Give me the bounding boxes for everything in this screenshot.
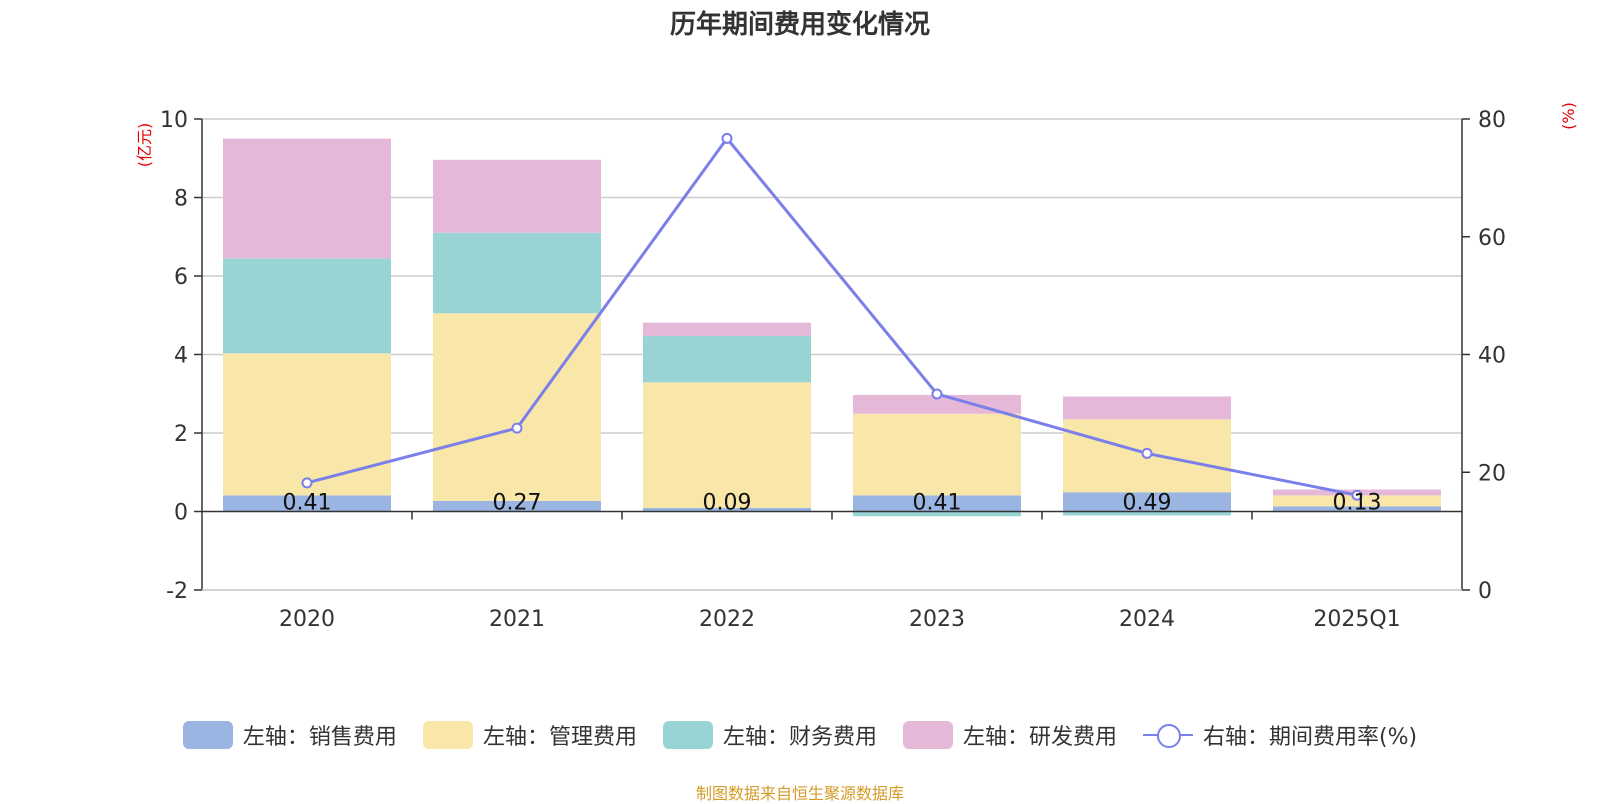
bar-1-2023 bbox=[853, 413, 1021, 496]
left-tick-label: 2 bbox=[174, 422, 188, 447]
legend-label-finance: 左轴：财务费用 bbox=[722, 725, 877, 750]
left-tick-label: 8 bbox=[174, 187, 188, 212]
bar-3-2022 bbox=[643, 322, 811, 337]
legend-item-sales[interactable]: 左轴：销售费用 bbox=[182, 719, 397, 751]
bar-1-2022 bbox=[643, 382, 811, 508]
expense-rate-point-2022 bbox=[721, 132, 733, 144]
left-tick-label: 0 bbox=[174, 501, 188, 526]
expense-rate-point-2025Q1 bbox=[1351, 489, 1363, 501]
chart-title: 历年期间费用变化情况 bbox=[669, 10, 930, 40]
left-axis-unit: (亿元) bbox=[135, 123, 154, 168]
x-tick-label: 2020 bbox=[279, 607, 335, 632]
bar-0-2022 bbox=[643, 507, 811, 512]
legend-item-rd[interactable]: 左轴：研发费用 bbox=[902, 719, 1117, 751]
bar-2-2023 bbox=[853, 511, 1021, 517]
right-tick-label: 20 bbox=[1478, 461, 1506, 486]
sales-value-label-2021: 0.27 bbox=[493, 491, 542, 516]
bar-3-2024 bbox=[1063, 396, 1231, 420]
legend-label-rd: 左轴：研发费用 bbox=[962, 725, 1117, 750]
legend-swatch-rd bbox=[902, 721, 953, 749]
bar-3-2020 bbox=[223, 138, 391, 259]
expense-rate-line bbox=[306, 135, 1358, 497]
legend-swatch-admin bbox=[422, 721, 473, 749]
right-tick-label: 0 bbox=[1478, 579, 1492, 604]
x-tick-label: 2023 bbox=[909, 607, 965, 632]
right-axis-unit: (%) bbox=[1559, 102, 1578, 130]
legend: 左轴：销售费用 左轴：管理费用 左轴：财务费用 左轴：研发费用 右轴：期间费用率… bbox=[0, 718, 1600, 752]
chart-area: -2 0 2 4 6 8 10 0 20 40 60 80 2020 2021 2022 2023 2024 20… bbox=[135, 102, 1578, 632]
legend-swatch-sales bbox=[182, 721, 233, 749]
bar-3-2021 bbox=[433, 159, 601, 233]
legend-swatch-finance bbox=[662, 721, 713, 749]
sales-value-label-2022: 0.09 bbox=[703, 491, 752, 516]
expense-rate-point-2023 bbox=[931, 388, 943, 400]
legend-label-admin: 左轴：管理费用 bbox=[482, 725, 637, 750]
left-tick-label: 10 bbox=[160, 108, 188, 133]
sales-value-label-2025Q1: 0.13 bbox=[1333, 491, 1382, 516]
expense-rate-point-2021 bbox=[511, 422, 523, 434]
x-tick-label: 2022 bbox=[699, 607, 755, 632]
bar-0-2021 bbox=[433, 500, 601, 512]
left-tick-label: 6 bbox=[174, 265, 188, 290]
legend-label-sales: 左轴：销售费用 bbox=[242, 725, 397, 750]
left-tick-label: 4 bbox=[174, 344, 188, 369]
bar-0-2024 bbox=[1063, 492, 1231, 512]
left-tick-label: -2 bbox=[166, 579, 188, 604]
bar-3-2023 bbox=[853, 394, 1021, 414]
legend-line-circle-icon bbox=[1142, 721, 1193, 749]
right-tick-label: 60 bbox=[1478, 226, 1506, 251]
expense-rate-point-2020 bbox=[301, 477, 313, 489]
x-tick-label: 2024 bbox=[1119, 607, 1175, 632]
source-note: 制图数据来自恒生聚源数据库 bbox=[695, 784, 904, 803]
bar-2-2024 bbox=[1063, 511, 1231, 516]
sales-value-label-2023: 0.41 bbox=[913, 491, 962, 516]
x-tick-label: 2021 bbox=[489, 607, 545, 632]
bar-1-2020 bbox=[223, 353, 391, 496]
legend-item-admin[interactable]: 左轴：管理费用 bbox=[422, 719, 637, 751]
bar-1-2025Q1 bbox=[1273, 495, 1441, 507]
bar-0-2025Q1 bbox=[1273, 506, 1441, 512]
bar-2-2022 bbox=[643, 336, 811, 383]
legend-label-expense-rate: 右轴：期间费用率(%) bbox=[1202, 725, 1418, 750]
bar-2-2020 bbox=[223, 258, 391, 354]
bar-0-2020 bbox=[223, 495, 391, 512]
bar-2-2021 bbox=[433, 232, 601, 314]
bar-1-2021 bbox=[433, 313, 601, 501]
sales-value-label-2024: 0.49 bbox=[1123, 491, 1172, 516]
right-tick-label: 80 bbox=[1478, 108, 1506, 133]
sales-value-label-2020: 0.41 bbox=[283, 491, 332, 516]
expense-rate-point-2024 bbox=[1141, 447, 1153, 459]
bar-0-2023 bbox=[853, 495, 1021, 512]
right-tick-label: 40 bbox=[1478, 344, 1506, 369]
x-tick-label: 2025Q1 bbox=[1313, 607, 1400, 632]
legend-item-expense-rate[interactable]: 右轴：期间费用率(%) bbox=[1142, 719, 1418, 751]
legend-item-finance[interactable]: 左轴：财务费用 bbox=[662, 719, 877, 751]
